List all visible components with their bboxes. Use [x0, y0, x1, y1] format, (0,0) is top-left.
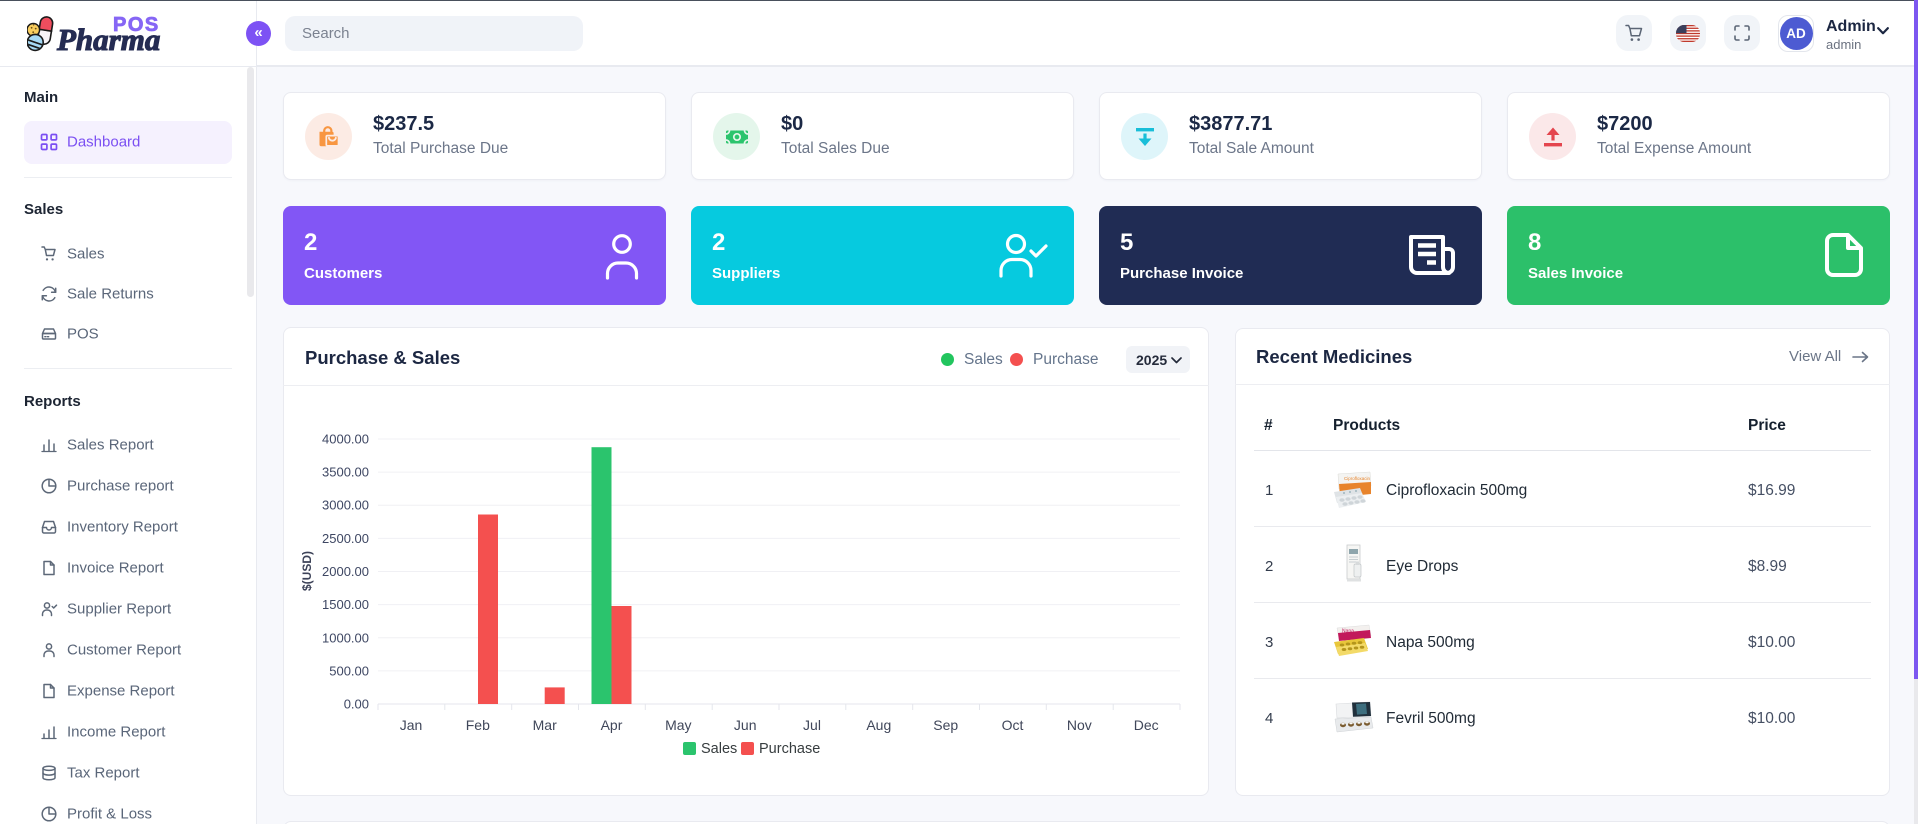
- svg-text:May: May: [665, 717, 691, 733]
- svg-text:Sep: Sep: [933, 717, 958, 733]
- svg-text:Apr: Apr: [601, 717, 623, 733]
- svg-text:Nov: Nov: [1067, 717, 1092, 733]
- svg-text:Jun: Jun: [734, 717, 757, 733]
- svg-text:Oct: Oct: [1002, 717, 1024, 733]
- svg-text:500.00: 500.00: [329, 663, 369, 678]
- svg-text:0.00: 0.00: [344, 697, 369, 712]
- svg-text:2500.00: 2500.00: [322, 531, 369, 546]
- svg-text:3000.00: 3000.00: [322, 498, 369, 513]
- svg-text:Sales: Sales: [701, 741, 737, 757]
- svg-text:Feb: Feb: [466, 717, 490, 733]
- svg-text:Purchase: Purchase: [759, 741, 820, 757]
- svg-text:3500.00: 3500.00: [322, 465, 369, 480]
- svg-text:Aug: Aug: [866, 717, 891, 733]
- svg-text:$(USD): $(USD): [300, 551, 314, 591]
- svg-text:Jan: Jan: [400, 717, 423, 733]
- svg-text:Jul: Jul: [803, 717, 821, 733]
- svg-text:Ciprofloxacin: Ciprofloxacin: [1344, 476, 1371, 481]
- svg-text:1500.00: 1500.00: [322, 597, 369, 612]
- svg-text:2000.00: 2000.00: [322, 564, 369, 579]
- svg-text:Dec: Dec: [1134, 717, 1159, 733]
- svg-text:Mar: Mar: [533, 717, 557, 733]
- svg-text:1000.00: 1000.00: [322, 630, 369, 645]
- svg-text:Napa: Napa: [1342, 629, 1354, 635]
- svg-text:4000.00: 4000.00: [322, 432, 369, 447]
